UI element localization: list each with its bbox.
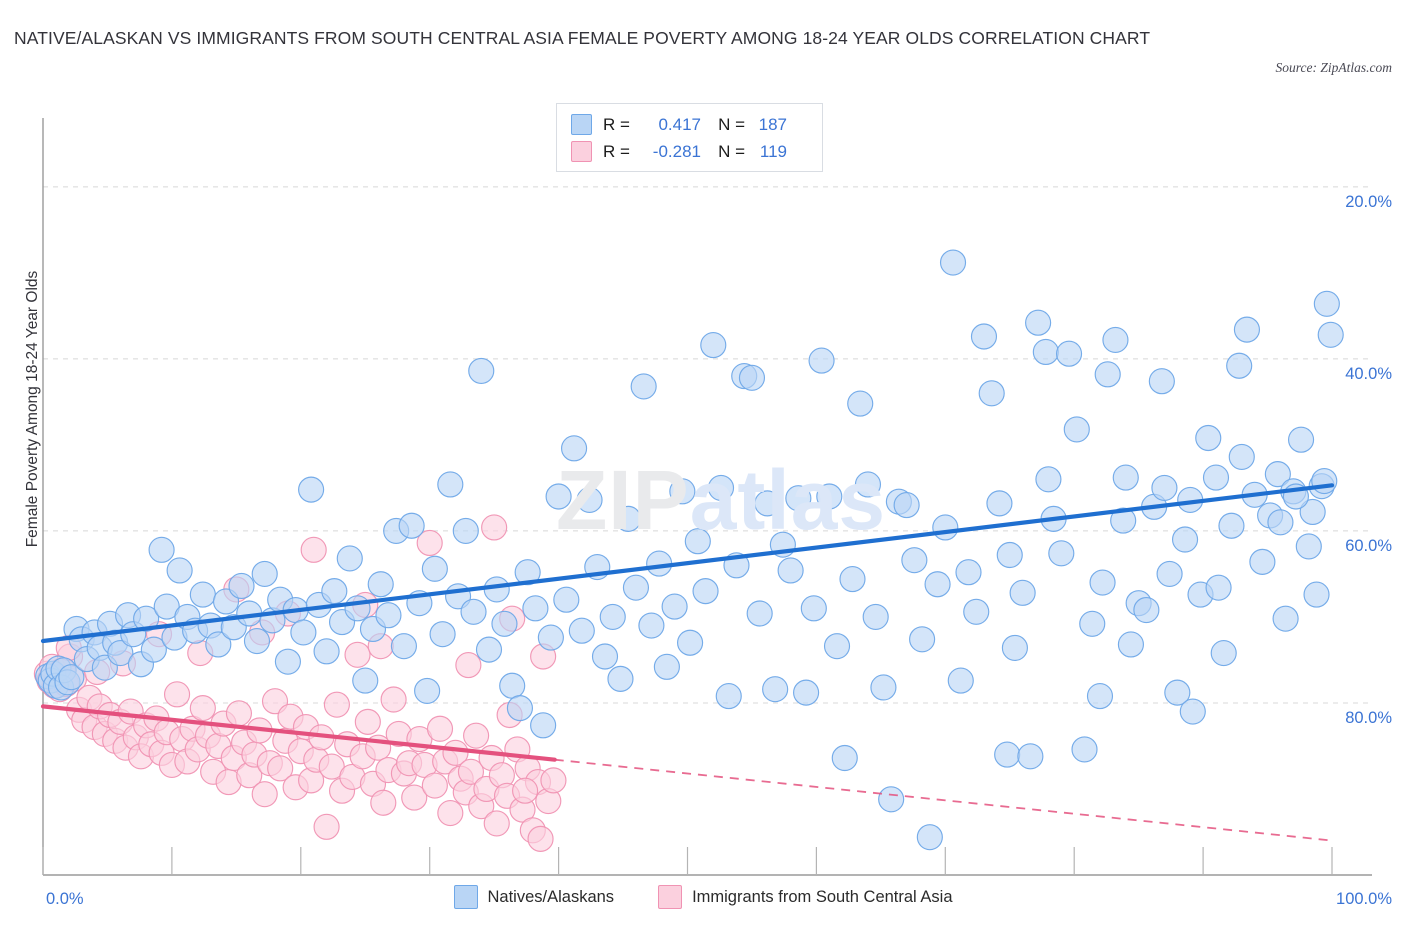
legend-label-natives: Natives/Alaskans <box>487 887 615 906</box>
stats-r-label-immigrants: R = <box>603 141 630 161</box>
legend-label-immigrants: Immigrants from South Central Asia <box>692 887 953 906</box>
stats-r-value-immigrants: -0.281 <box>652 141 701 161</box>
y-tick-60: 60.0% <box>1345 536 1392 555</box>
stats-swatch-immigrants <box>571 141 592 162</box>
stats-r-value-natives: 0.417 <box>658 114 701 134</box>
legend-item-immigrants[interactable]: Immigrants from South Central Asia <box>658 885 953 909</box>
x-tick-max: 100.0% <box>1336 890 1392 908</box>
legend-swatch-immigrants <box>658 885 683 909</box>
stats-swatch-natives <box>571 114 592 135</box>
page-title: NATIVE/ALASKAN VS IMMIGRANTS FROM SOUTH … <box>14 28 1151 48</box>
y-tick-20: 20.0% <box>1345 192 1392 211</box>
x-tick-min: 0.0% <box>46 890 84 908</box>
legend-swatch-natives <box>453 885 478 909</box>
stats-row-natives: R = 0.417 N = 187 <box>571 111 822 138</box>
stats-n-value-natives: 187 <box>758 114 787 134</box>
series-natives <box>35 249 1344 851</box>
stats-r-label-natives: R = <box>603 114 630 134</box>
stats-row-immigrants: R = -0.281 N = 119 <box>571 138 822 165</box>
correlation-stats-box: R = 0.417 N = 187 R = -0.281 N = 119 <box>556 103 823 172</box>
chart-legend: Natives/Alaskans Immigrants from South C… <box>0 885 1406 909</box>
stats-n-label-natives: N = <box>718 114 745 134</box>
source-label: Source: ZipAtlas.com <box>1275 60 1392 75</box>
legend-item-natives[interactable]: Natives/Alaskans <box>453 885 615 909</box>
stats-n-value-immigrants: 119 <box>759 141 787 161</box>
series-immigrants <box>33 514 567 852</box>
y-tick-40: 40.0% <box>1345 364 1392 383</box>
y-tick-80: 80.0% <box>1345 708 1392 727</box>
stats-n-label-immigrants: N = <box>718 141 745 161</box>
